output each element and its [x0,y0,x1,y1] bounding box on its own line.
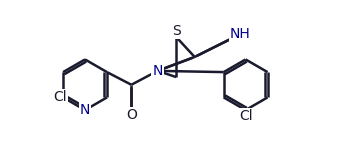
Text: N: N [152,64,163,78]
Text: Cl: Cl [53,90,67,104]
Text: S: S [172,24,180,38]
Text: O: O [126,108,137,122]
Text: NH: NH [230,27,251,41]
Text: Cl: Cl [239,109,252,123]
Text: N: N [80,103,90,117]
